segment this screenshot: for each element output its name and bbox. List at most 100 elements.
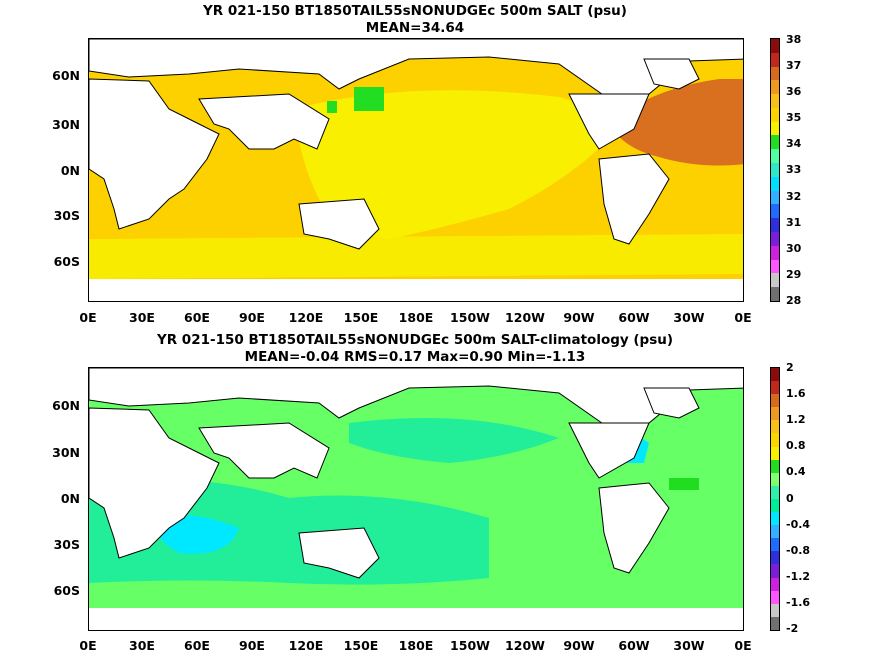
p1-lat-label-60s: 60S: [53, 254, 80, 269]
p2-colorbar-segment: [771, 446, 779, 460]
p2-colorbar-label: 0.8: [786, 439, 806, 452]
p2-colorbar-segment: [771, 577, 779, 591]
p1-colorbar-label: 35: [786, 111, 802, 124]
p2-lon-label: 0E: [734, 638, 752, 653]
p1-land: [89, 39, 743, 250]
p2-colorbar-label: 0: [786, 492, 794, 505]
p2-land: [89, 368, 743, 579]
p2-lon-label: 90E: [239, 638, 265, 653]
p1-colorbar-label: 29: [786, 268, 802, 281]
p2-lon-label: 120W: [505, 638, 545, 653]
p2-colorbar-segment: [771, 472, 779, 486]
panel1-title: YR 021-150 BT1850TAIL55sNONUDGEc 500m SA…: [203, 3, 627, 19]
p2-colorbar-label: -2: [786, 622, 799, 635]
p1-lat-label-0n: 0N: [60, 163, 80, 178]
p2-colorbar-segment: [771, 551, 779, 565]
p2-colorbar-label: -0.4: [786, 518, 811, 531]
p1-lon-label: 90E: [239, 310, 265, 325]
p1-colorbar-segment: [771, 231, 779, 246]
p2-colorbar-label: 2: [786, 361, 794, 374]
p2-colorbar-segment: [771, 590, 779, 604]
p1-southern-band: [89, 234, 743, 279]
p1-antarctica: [89, 279, 743, 301]
p1-fresh-patch-2: [327, 101, 337, 113]
p2-lon-label: 90W: [563, 638, 595, 653]
p1-fresh-patch: [354, 87, 384, 111]
p1-colorbar-label: 30: [786, 242, 802, 255]
p1-lon-label: 150E: [343, 310, 379, 325]
p1-colorbar-segment: [771, 163, 779, 177]
p1-lat-label-30s: 30S: [53, 208, 80, 223]
p1-colorbar-segment: [771, 80, 779, 95]
p2-colorbar-segment: [771, 564, 779, 578]
p1-colorbar-segment: [771, 273, 779, 288]
p1-lat-label-30n: 30N: [52, 117, 80, 132]
p1-lon-label: 30W: [673, 310, 705, 325]
p2-colorbar-segment: [771, 512, 779, 526]
p2-lat-label-30s: 30S: [53, 537, 80, 552]
p2-colorbar-label: 0.4: [786, 465, 806, 478]
p2-lon-label: 150W: [450, 638, 490, 653]
p1-colorbar-segment: [771, 259, 779, 274]
p2-colorbar-segment: [771, 394, 779, 408]
panel1-map: [88, 38, 744, 302]
p1-lon-label: 60W: [618, 310, 650, 325]
p2-lat-label-0n: 0N: [60, 491, 80, 506]
p2-lon-label: 60W: [618, 638, 650, 653]
p2-colorbar-segment: [771, 368, 779, 382]
p2-north-pacific: [349, 418, 559, 463]
p1-colorbar-label: 28: [786, 294, 802, 307]
p1-north-atlantic-region: [609, 79, 743, 166]
p2-colorbar-segment: [771, 525, 779, 539]
p2-colorbar-label: -1.2: [786, 570, 811, 583]
p2-colorbar-segment: [771, 420, 779, 434]
p1-lon-label: 150W: [450, 310, 490, 325]
p2-lon-label: 150E: [343, 638, 379, 653]
p1-lon-label: 120E: [288, 310, 324, 325]
p1-colorbar-segment: [771, 287, 779, 301]
p2-colorbar-segment: [771, 538, 779, 552]
p1-colorbar-segment: [771, 121, 779, 136]
p2-lat-label-30n: 30N: [52, 445, 80, 460]
p1-lon-label: 60E: [184, 310, 210, 325]
p2-lon-label: 60E: [184, 638, 210, 653]
panel1-map-svg: [89, 39, 743, 301]
p2-colorbar: [770, 367, 780, 631]
p1-colorbar-segment: [771, 107, 779, 122]
p2-lon-label: 180E: [398, 638, 434, 653]
p2-colorbar-segment: [771, 381, 779, 395]
p2-colorbar-label: 1.6: [786, 387, 806, 400]
p1-colorbar-label: 32: [786, 190, 802, 203]
p1-lon-label: 180E: [398, 310, 434, 325]
p1-colorbar-segment: [771, 94, 779, 108]
p2-colorbar-segment: [771, 603, 779, 617]
p1-lon-label: 30E: [129, 310, 155, 325]
p1-colorbar-segment: [771, 149, 779, 164]
p1-lat-label-60n: 60N: [52, 68, 80, 83]
p1-colorbar-label: 33: [786, 163, 802, 176]
p1-lon-label: 0E: [79, 310, 97, 325]
p2-colorbar-label: -0.8: [786, 544, 811, 557]
panel2-map: [88, 367, 744, 631]
p1-colorbar-label: 38: [786, 33, 802, 46]
p1-colorbar-segment: [771, 176, 779, 191]
p2-colorbar-segment: [771, 433, 779, 447]
p2-lon-label: 30E: [129, 638, 155, 653]
p2-colorbar-segment: [771, 616, 779, 630]
p1-colorbar-segment: [771, 66, 779, 81]
p2-lat-label-60n: 60N: [52, 398, 80, 413]
p2-colorbar-segment: [771, 485, 779, 499]
p2-colorbar-label: -1.6: [786, 596, 811, 609]
p1-colorbar-label: 31: [786, 216, 802, 229]
p1-pacific-region: [294, 90, 609, 239]
p2-antarctica: [89, 608, 743, 630]
p2-positive-patch-2: [669, 478, 699, 490]
p2-lon-label: 120E: [288, 638, 324, 653]
p1-colorbar-segment: [771, 204, 779, 219]
p1-colorbar-segment: [771, 190, 779, 205]
p1-lon-label: 120W: [505, 310, 545, 325]
p1-colorbar-segment: [771, 39, 779, 53]
p1-colorbar-label: 37: [786, 59, 802, 72]
p1-colorbar-label: 34: [786, 137, 802, 150]
p2-lat-label-60s: 60S: [53, 583, 80, 598]
